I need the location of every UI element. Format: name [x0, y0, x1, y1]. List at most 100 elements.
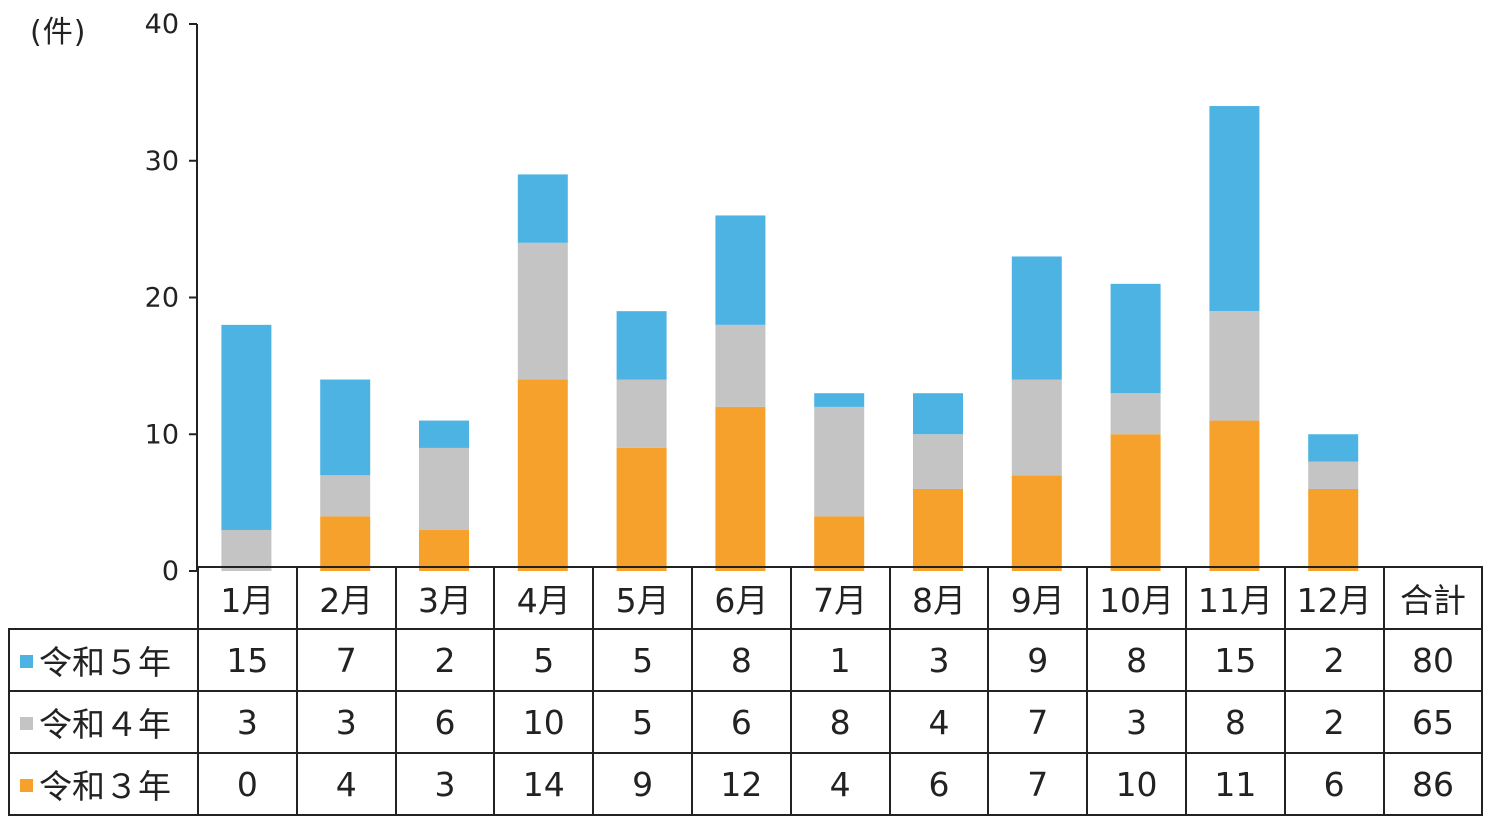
- y-tick-label: 20: [145, 283, 179, 314]
- data-cell: 4: [295, 752, 397, 816]
- bar-segment: [221, 529, 272, 571]
- table-row: 令和４年 3 3 6 10 5 6 8 4 7 3 8 2 65: [8, 690, 1484, 754]
- bar-segment: [1308, 488, 1359, 571]
- data-cell: 8: [789, 690, 891, 754]
- x-tick-label: 11月: [1184, 566, 1286, 630]
- bar-segment: [1110, 283, 1161, 394]
- bar-segment: [715, 406, 766, 571]
- bar-segment: [814, 406, 865, 517]
- bar-segment: [814, 393, 865, 407]
- bar-segment: [715, 215, 766, 325]
- data-cell: 5: [493, 628, 595, 692]
- data-cell: 10: [1086, 752, 1187, 816]
- series-name: 令和４年: [39, 705, 171, 744]
- bar-segment: [419, 420, 469, 448]
- data-cell: 9: [987, 628, 1089, 692]
- bar-segment: [1011, 475, 1062, 571]
- bar-segment: [1110, 393, 1161, 435]
- bar-segment: [616, 311, 667, 380]
- data-cell: 11: [1184, 752, 1286, 816]
- data-table: 1月 2月 3月 4月 5月 6月 7月 8月 9月 10月 11月 12月 合計 令和５年 15 7 2 5 5…: [8, 566, 1484, 816]
- series-name: 令和３年: [39, 767, 171, 806]
- y-axis-unit-label: (件): [30, 15, 87, 50]
- data-cell: 15: [197, 628, 298, 692]
- total-header: 合計: [1382, 566, 1484, 630]
- legend-swatch: [20, 717, 33, 730]
- bar-segment: [1110, 434, 1161, 571]
- x-tick-label: 7月: [789, 566, 891, 630]
- bar-segment: [616, 379, 667, 448]
- legend-entry: 令和５年: [8, 628, 199, 692]
- bar-segment: [913, 488, 963, 571]
- bar-segment: [1209, 106, 1260, 312]
- data-cell: 6: [888, 752, 990, 816]
- legend-entry: 令和３年: [8, 752, 199, 816]
- data-cell: 14: [493, 752, 595, 816]
- data-cell: 6: [690, 690, 792, 754]
- x-tick-label: 3月: [394, 566, 496, 630]
- data-cell: 7: [987, 752, 1089, 816]
- x-tick-label: 8月: [888, 566, 990, 630]
- x-tick-label: 9月: [987, 566, 1089, 630]
- bar-segment: [320, 516, 371, 571]
- legend-swatch: [20, 655, 33, 668]
- table-header-row: 1月 2月 3月 4月 5月 6月 7月 8月 9月 10月 11月 12月 合計: [9, 566, 1484, 630]
- data-cell: 8: [690, 628, 792, 692]
- y-tick-label: 30: [145, 146, 179, 177]
- bar-segment: [517, 379, 568, 571]
- bar-segment: [320, 379, 371, 476]
- bar-segment: [419, 529, 469, 571]
- data-cell: 3: [1086, 690, 1187, 754]
- bar-segment: [517, 242, 568, 380]
- data-cell: 2: [394, 628, 496, 692]
- data-cell: 4: [888, 690, 990, 754]
- data-cell: 3: [295, 690, 397, 754]
- legend-entry: 令和４年: [8, 690, 199, 754]
- data-cell: 3: [197, 690, 298, 754]
- data-cell: 6: [1283, 752, 1385, 816]
- data-cell: 7: [295, 628, 397, 692]
- data-cell: 0: [197, 752, 298, 816]
- legend-swatch: [20, 779, 33, 792]
- bar-segment: [913, 393, 963, 435]
- x-tick-label: 2月: [295, 566, 397, 630]
- data-cell: 3: [394, 752, 496, 816]
- bar-segment: [715, 324, 766, 407]
- data-cell: 4: [789, 752, 891, 816]
- data-cell: 5: [592, 628, 693, 692]
- bar-segment: [1308, 461, 1359, 489]
- data-cell: 6: [394, 690, 496, 754]
- data-cell: 8: [1184, 690, 1286, 754]
- total-cell: 65: [1382, 690, 1484, 754]
- data-cell: 3: [888, 628, 990, 692]
- x-tick-label: 1月: [197, 566, 298, 630]
- bar-segment: [221, 324, 272, 530]
- total-cell: 86: [1382, 752, 1484, 816]
- total-cell: 80: [1382, 628, 1484, 692]
- data-cell: 2: [1283, 628, 1385, 692]
- bar-segment: [320, 475, 371, 517]
- bar-segment: [1011, 256, 1062, 380]
- x-tick-label: 4月: [493, 566, 595, 630]
- table-row: 令和５年 15 7 2 5 5 8 1 3 9 8 15 2 80: [8, 628, 1484, 692]
- x-tick-label: 10月: [1086, 566, 1187, 630]
- data-cell: 2: [1283, 690, 1385, 754]
- data-cell: 12: [690, 752, 792, 816]
- bar-segment: [1209, 311, 1260, 421]
- x-tick-label: 6月: [690, 566, 792, 630]
- table-corner: [9, 567, 199, 630]
- bar-segment: [814, 516, 865, 571]
- x-tick-label: 12月: [1283, 566, 1385, 630]
- bar-segment: [517, 174, 568, 243]
- data-cell: 1: [789, 628, 891, 692]
- data-cell: 15: [1184, 628, 1286, 692]
- bar-segment: [616, 447, 667, 571]
- y-tick-label: 40: [145, 9, 179, 40]
- bar-segment: [419, 447, 469, 530]
- bar-segment: [1209, 420, 1260, 571]
- data-cell: 7: [987, 690, 1089, 754]
- data-cell: 8: [1086, 628, 1187, 692]
- bar-segment: [913, 434, 963, 489]
